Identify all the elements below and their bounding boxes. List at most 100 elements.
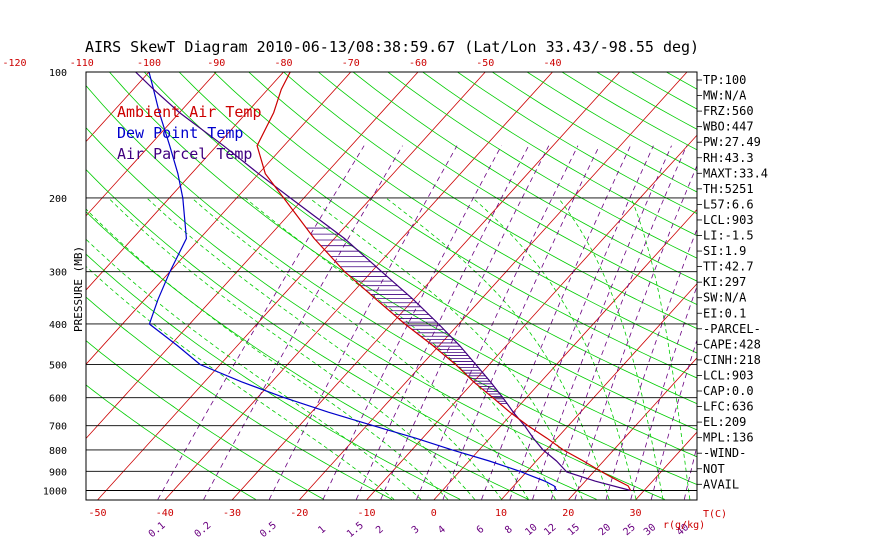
isotherm-line [500, 283, 697, 500]
index-entry: CINH:218 [703, 353, 761, 367]
index-entry: CAP:0.0 [703, 384, 754, 398]
legend: Ambient Air Temp Dew Point Temp Air Parc… [117, 103, 262, 163]
mixing-ratio-label: 3 [410, 524, 422, 536]
dry-adiabat-line [86, 384, 256, 500]
isotherm-line [298, 72, 688, 500]
isotherm-line [433, 208, 697, 500]
top-temp-tick-label: -70 [342, 58, 360, 69]
isotherm-line [86, 72, 284, 291]
mixing-ratio-label: 4 [436, 524, 448, 536]
pressure-tick-label: 500 [49, 361, 67, 372]
index-entry: AVAIL [703, 477, 739, 491]
mixing-ratio-label: 1.5 [345, 520, 366, 540]
pressure-tick-label: 400 [49, 320, 67, 331]
mixing-ratio-label: 10 [523, 522, 539, 538]
top-temp-tick-label: -80 [274, 58, 292, 69]
index-entry: PW:27.49 [703, 135, 761, 149]
moist-adiabat-line [558, 197, 664, 500]
mixing-ratio-label: 0.5 [258, 520, 279, 540]
y-axis-label: PRESSURE (MB) [72, 246, 85, 332]
chart-title: AIRS SkewT Diagram 2010-06-13/08:38:59.6… [85, 38, 699, 56]
pressure-tick-label: 900 [49, 467, 67, 478]
moist-adiabat-line [86, 265, 395, 500]
bottom-temp-tick-label: 20 [562, 508, 574, 519]
moist-adiabat-line [86, 208, 449, 500]
top-temp-tick-label: -120 [2, 58, 26, 69]
top-temp-tick-label: -90 [207, 58, 225, 69]
index-entry: NOT [703, 462, 725, 476]
mixing-ratio-label: 2 [374, 524, 386, 536]
index-entry: EL:209 [703, 415, 746, 429]
dew-point-temp-line [148, 72, 558, 491]
dry-adiabat-line [387, 72, 697, 259]
isobars [86, 71, 697, 491]
air-parcel-temp-line [135, 72, 631, 492]
isotherm-line [86, 72, 352, 365]
ambient-air-temp-line [256, 72, 632, 491]
mixing-ratio-label: 0.2 [193, 520, 214, 540]
index-entry: EI:0.1 [703, 306, 746, 320]
isotherm-line [86, 72, 217, 217]
mixing-ratio-label: 30 [642, 522, 658, 538]
dry-adiabat-line [248, 72, 697, 354]
index-entry: TP:100 [703, 73, 746, 87]
mixing-ratio-line [481, 145, 631, 500]
mixing-ratio-label: 6 [475, 524, 487, 536]
index-entry: -WIND- [703, 446, 746, 460]
index-entry: SW:N/A [703, 291, 747, 305]
isotherm-line [0, 72, 82, 500]
index-entry: CAPE:428 [703, 337, 761, 351]
mixing-ratio-label: 20 [597, 522, 613, 538]
mixing-ratio-line [442, 145, 600, 500]
top-temp-tick-label: -40 [543, 58, 561, 69]
background-grid [0, 72, 870, 500]
mixing-ratio-line [532, 145, 672, 500]
top-temp-tick-label: -60 [409, 58, 427, 69]
top-temp-tick-label: -110 [70, 58, 94, 69]
mixing-ratio-label: 8 [503, 524, 515, 536]
dry-adiabat-line [86, 168, 597, 500]
dry-adiabat-line [86, 296, 393, 500]
isotherm-line [0, 72, 15, 500]
top-temperature-tick-labels: -120 -110 -100 -90 -80 -70 -60 -50 -40 [2, 58, 561, 69]
moist-adiabat-line [472, 197, 637, 500]
index-entry: MAXT:33.4 [703, 166, 768, 180]
pressure-tick-label: 100 [49, 68, 67, 79]
moist-adiabat-line [108, 197, 476, 500]
bottom-temp-tick-label: 30 [629, 508, 641, 519]
mixing-ratio-line [268, 145, 458, 500]
dry-adiabat-line [352, 72, 697, 282]
mixing-ratio-labels: 0.1 0.2 0.5 1 1.5 2 3 4 6 8 10 12 15 20 25 30 40 [147, 520, 691, 540]
dry-adiabat-line [86, 340, 324, 500]
moist-adiabat-line [86, 238, 422, 500]
pressure-tick-label: 300 [49, 268, 67, 279]
dry-adiabat-line [109, 72, 697, 458]
top-temp-tick-label: -50 [476, 58, 494, 69]
index-entry: WBO:447 [703, 120, 754, 134]
index-entry: RH:43.3 [703, 151, 754, 165]
bottom-temp-tick-label: -40 [156, 508, 174, 519]
isotherm-line [164, 72, 553, 500]
dry-adiabat-line [283, 72, 697, 330]
bottom-temp-tick-label: 0 [431, 508, 437, 519]
moist-adiabat-line [191, 197, 529, 500]
isotherm-line [770, 72, 870, 500]
dry-adiabat-line [457, 72, 697, 215]
bottom-temp-tick-label: -50 [88, 508, 106, 519]
dry-adiabat-line [143, 72, 697, 431]
index-entry: LI:-1.5 [703, 229, 754, 243]
index-entry: MW:N/A [703, 89, 747, 103]
index-entry: LFC:636 [703, 400, 754, 414]
isotherm-line [86, 72, 419, 440]
legend-ambient-air-temp: Ambient Air Temp [117, 103, 262, 121]
legend-air-parcel-temp: Air Parcel Temp [117, 145, 252, 163]
dry-adiabat-line [86, 84, 697, 485]
isotherm-line [97, 72, 486, 500]
pressure-tick-labels: 100 200 300 400 500 600 700 800 900 1000 [43, 68, 67, 498]
index-entry: LCL:903 [703, 368, 754, 382]
bottom-temp-tick-label: -30 [223, 508, 241, 519]
pressure-tick-label: 200 [49, 194, 67, 205]
mixing-ratio-label: 12 [542, 522, 558, 538]
